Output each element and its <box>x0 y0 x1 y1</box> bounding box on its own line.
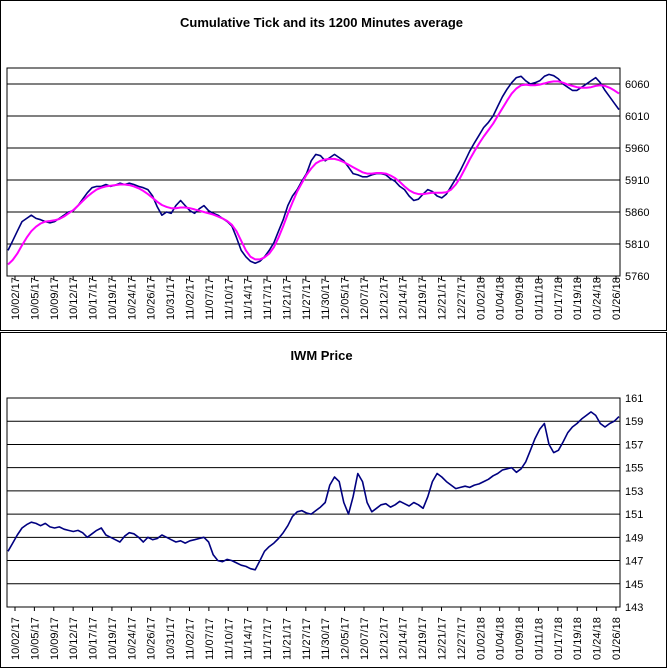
x-tick-label: 10/19/17 <box>107 277 119 320</box>
x-tick-label: 12/19/17 <box>417 277 429 320</box>
x-tick-label: 10/26/17 <box>146 617 158 660</box>
x-tick-label: 10/31/17 <box>165 277 177 320</box>
x-tick-label: 12/05/17 <box>340 277 352 320</box>
x-tick-label: 12/07/17 <box>359 617 371 660</box>
y-tick-label: 5960 <box>625 143 649 155</box>
x-tick-label: 12/19/17 <box>417 617 429 660</box>
plot-area <box>6 67 621 277</box>
x-tick-label: 12/07/17 <box>359 277 371 320</box>
chart-title: Cumulative Tick and its 1200 Minutes ave… <box>180 15 463 30</box>
x-tick-label: 10/26/17 <box>146 277 158 320</box>
x-tick-label: 01/04/18 <box>495 277 507 320</box>
x-tick-label: 01/24/18 <box>592 617 604 660</box>
x-tick-label: 11/21/17 <box>281 278 293 320</box>
x-tick-label: 11/02/17 <box>184 278 196 320</box>
chart-title: IWM Price <box>290 348 352 363</box>
series-line-2 <box>7 80 620 266</box>
x-tick-label: 01/02/18 <box>475 277 487 320</box>
x-tick-label: 01/19/18 <box>572 277 584 320</box>
x-tick-label: 10/24/17 <box>126 617 138 660</box>
x-tick-label: 11/07/17 <box>204 278 216 320</box>
x-tick-label: 12/12/17 <box>378 277 390 320</box>
x-tick-label: 12/27/17 <box>456 277 468 320</box>
x-tick-label: 10/17/17 <box>88 277 100 320</box>
y-tick-label: 161 <box>625 393 643 405</box>
y-tick-label: 5810 <box>625 239 649 251</box>
x-tick-label: 01/19/18 <box>572 617 584 660</box>
x-tick-label: 10/09/17 <box>49 617 61 660</box>
y-tick-label: 145 <box>625 579 643 591</box>
x-tick-label: 11/17/17 <box>262 278 274 320</box>
y-tick-label: 143 <box>625 602 643 614</box>
x-tick-label: 01/26/18 <box>611 617 623 660</box>
x-tick-label: 10/02/17 <box>10 617 22 660</box>
x-tick-label: 10/31/17 <box>165 617 177 660</box>
y-tick-label: 5860 <box>625 207 649 219</box>
x-tick-label: 11/07/17 <box>204 618 216 660</box>
x-tick-label: 01/09/18 <box>514 277 526 320</box>
x-tick-label: 10/12/17 <box>68 617 80 660</box>
x-tick-label: 11/14/17 <box>243 278 255 320</box>
y-tick-label: 153 <box>625 486 643 498</box>
y-tick-label: 149 <box>625 532 643 544</box>
x-tick-label: 11/27/17 <box>301 618 313 660</box>
y-tick-label: 157 <box>625 439 643 451</box>
x-tick-label: 01/02/18 <box>475 617 487 660</box>
x-tick-label: 10/09/17 <box>49 277 61 320</box>
x-tick-label: 01/11/18 <box>533 618 545 660</box>
y-tick-label: 151 <box>625 509 643 521</box>
x-tick-label: 01/09/18 <box>514 617 526 660</box>
x-tick-label: 10/02/17 <box>10 277 22 320</box>
x-tick-label: 01/17/18 <box>553 277 565 320</box>
x-tick-label: 01/17/18 <box>553 617 565 660</box>
x-tick-label: 11/10/17 <box>223 278 235 320</box>
x-tick-label: 12/12/17 <box>378 617 390 660</box>
x-tick-label: 11/17/17 <box>262 618 274 660</box>
x-tick-label: 01/04/18 <box>495 617 507 660</box>
x-tick-label: 12/27/17 <box>456 617 468 660</box>
x-tick-label: 11/02/17 <box>184 618 196 660</box>
x-tick-label: 01/11/18 <box>533 278 545 320</box>
plot-area <box>6 397 621 608</box>
x-tick-label: 11/14/17 <box>243 618 255 660</box>
y-tick-label: 5760 <box>625 271 649 283</box>
y-tick-label: 5910 <box>625 175 649 187</box>
x-tick-label: 12/14/17 <box>398 617 410 660</box>
x-tick-label: 12/14/17 <box>398 277 410 320</box>
x-tick-label: 11/21/17 <box>281 618 293 660</box>
x-tick-label: 10/19/17 <box>107 617 119 660</box>
y-tick-label: 159 <box>625 416 643 428</box>
y-tick-label: 147 <box>625 556 643 568</box>
x-tick-label: 01/26/18 <box>611 277 623 320</box>
x-tick-label: 10/05/17 <box>29 617 41 660</box>
series-line-1 <box>7 411 620 571</box>
x-tick-label: 12/05/17 <box>340 617 352 660</box>
y-tick-label: 6010 <box>625 111 649 123</box>
x-tick-label: 11/27/17 <box>301 278 313 320</box>
y-tick-label: 155 <box>625 463 643 475</box>
x-tick-label: 10/24/17 <box>126 277 138 320</box>
x-tick-label: 12/21/17 <box>437 617 449 660</box>
y-tick-label: 6060 <box>625 79 649 91</box>
x-tick-label: 10/17/17 <box>88 617 100 660</box>
x-tick-label: 01/24/18 <box>592 277 604 320</box>
x-tick-label: 11/30/17 <box>320 278 332 320</box>
x-tick-label: 11/30/17 <box>320 618 332 660</box>
x-tick-label: 12/21/17 <box>437 277 449 320</box>
x-tick-label: 10/05/17 <box>29 277 41 320</box>
x-tick-label: 10/12/17 <box>68 277 80 320</box>
x-tick-label: 11/10/17 <box>223 618 235 660</box>
